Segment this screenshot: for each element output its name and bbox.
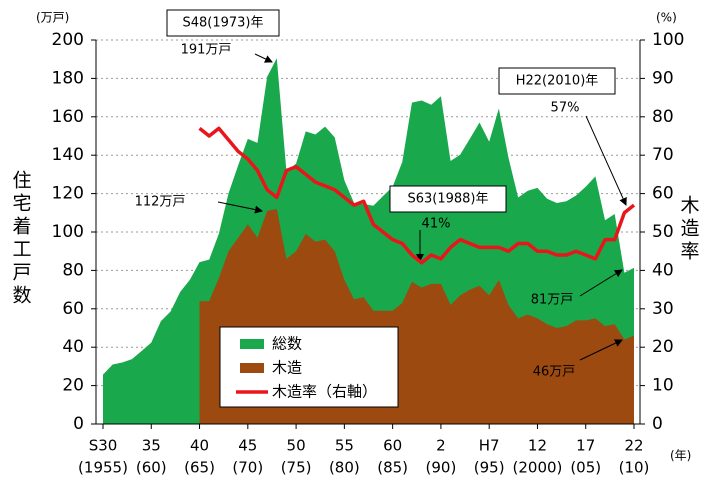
x-tick-sublabel: (10) [619,459,650,477]
y-tick-label: 180 [52,68,84,88]
y2-tick-label: 80 [652,107,674,127]
y-unit: (万戸) [36,11,69,25]
x-tick-sublabel: (70) [232,459,263,477]
y-tick-label: 120 [52,184,84,204]
y2-tick-label: 90 [652,68,674,88]
x-tick-sublabel: (75) [281,459,312,477]
y2-tick-label: 30 [652,299,674,319]
y2-tick-label: 20 [652,337,674,357]
annotation: 57% [551,101,580,116]
y-tick-label: 60 [62,299,84,319]
y2-axis-label: 木造率 [678,195,700,264]
x-tick-label: 35 [142,437,161,455]
y-tick-label: 140 [52,145,84,165]
legend-label: 総数 [272,335,302,353]
legend-label: 木造 [272,359,302,377]
ratio-line [198,126,636,265]
legend-swatch [240,339,264,349]
arrow [579,269,623,297]
annotation: S48(1973)年 [182,16,263,31]
y-tick-label: 40 [62,337,84,357]
y-tick-label: 200 [52,30,84,50]
x-tick-label: S30 [89,437,118,455]
x-tick-label: 40 [190,437,209,455]
annotation: 81万戸 [531,293,574,308]
y2-tick-label: 40 [652,260,674,280]
y-tick-label: 100 [52,222,84,242]
x-tick-label: 22 [624,437,643,455]
x-tick-label: 60 [383,437,402,455]
arrow [585,115,627,206]
annotation: 46万戸 [533,365,576,380]
x-tick-sublabel: (1955) [78,459,128,477]
y2-tick-label: 0 [652,414,663,434]
y2-tick-label: 10 [652,376,674,396]
y-tick-label: 160 [52,107,84,127]
x-tick-label: 12 [528,437,547,455]
y-tick-label: 0 [73,414,84,434]
annotation: 191万戸 [181,43,232,58]
y-tick-label: 20 [62,376,84,396]
annotation-box [389,185,507,213]
legend-swatch [240,363,264,373]
x-tick-sublabel: (90) [426,459,457,477]
x-tick-label: 50 [287,437,306,455]
annotation: S63(1988)年 [407,192,488,207]
x-tick-sublabel: (60) [136,459,167,477]
y2-tick-label: 50 [652,222,674,242]
x-tick-label: 45 [238,437,257,455]
x-tick-sublabel: (85) [377,459,408,477]
annotation-box [498,67,616,95]
annotation: H22(2010)年 [516,74,599,89]
x-tick-label: 55 [335,437,354,455]
y-axis-label: 住宅着工戸数 [10,170,32,308]
x-tick-sublabel: (80) [329,459,360,477]
legend-label: 木造率（右軸） [272,383,377,401]
x-tick-label: 2 [436,437,446,455]
y2-unit: (%) [656,11,677,25]
x-tick-label: H7 [479,437,500,455]
x-unit: (年) [670,449,691,463]
y2-tick-label: 60 [652,184,674,204]
x-tick-sublabel: (05) [570,459,601,477]
arrow [254,53,273,63]
y2-tick-label: 100 [652,30,684,50]
annotation: 41% [422,217,451,232]
x-tick-sublabel: (2000) [513,459,563,477]
arrow [217,201,263,214]
annotation: 112万戸 [135,195,186,210]
x-tick-label: 17 [576,437,595,455]
y-tick-label: 80 [62,260,84,280]
annotation-box [166,9,280,37]
x-tick-sublabel: (95) [474,459,505,477]
x-tick-sublabel: (65) [184,459,215,477]
y2-tick-label: 70 [652,145,674,165]
arrow [579,339,623,361]
